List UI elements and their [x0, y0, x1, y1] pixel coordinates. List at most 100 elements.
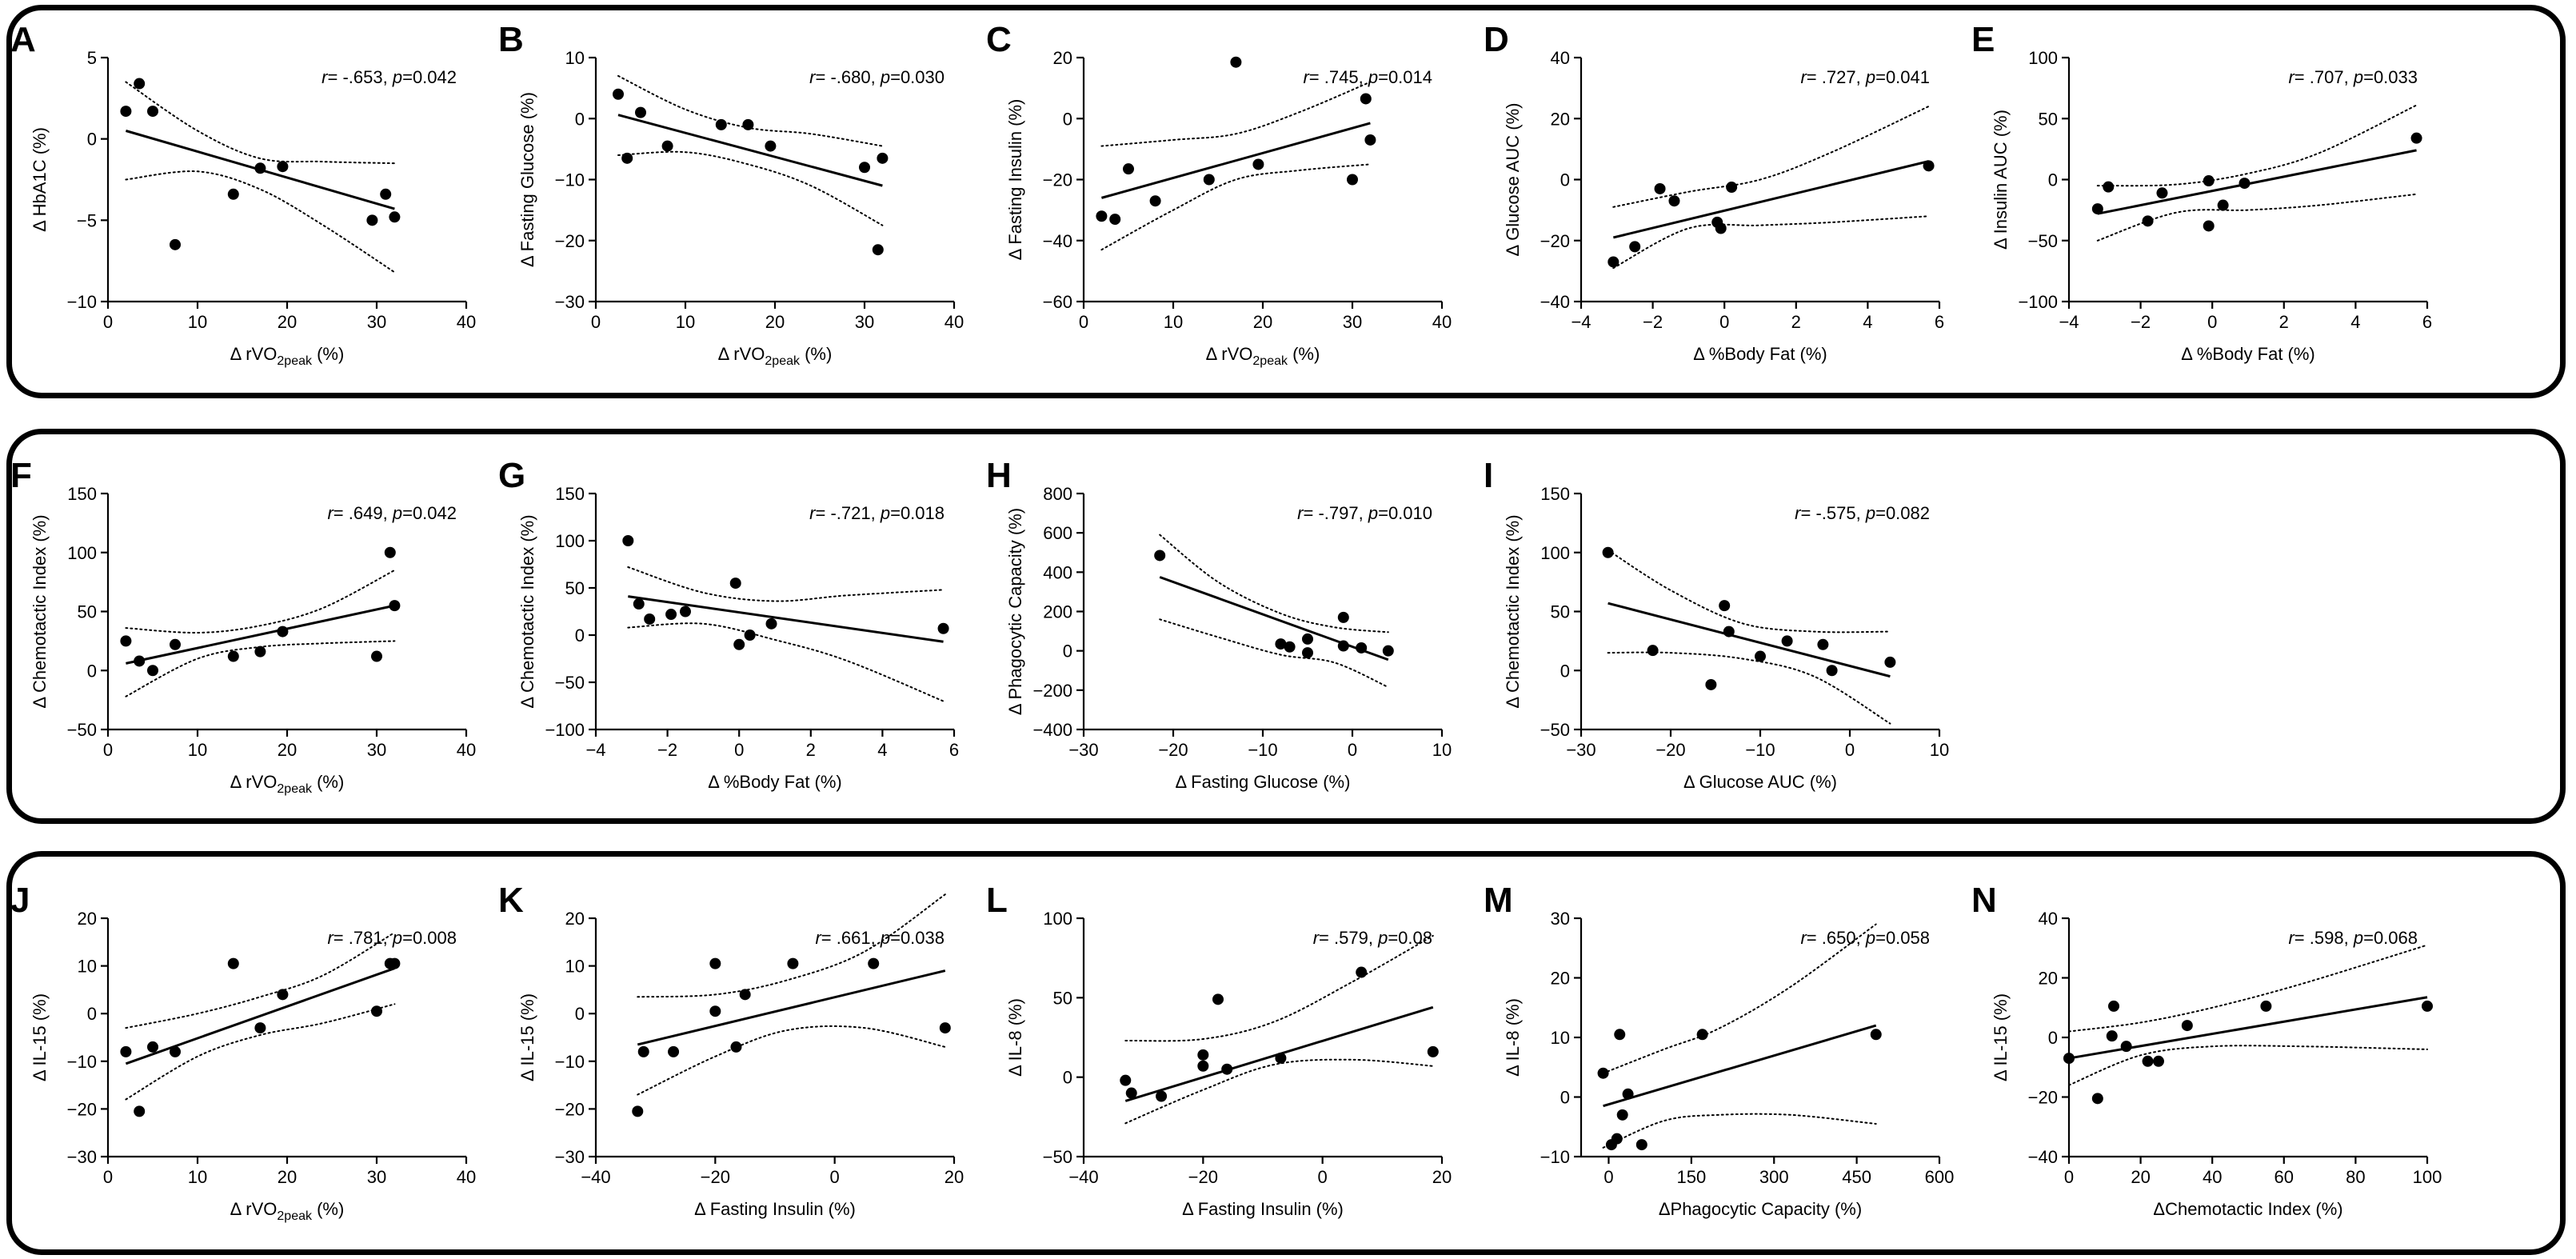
y-tick-label: −10: [555, 170, 585, 190]
ci-lower-curve: [125, 1003, 396, 1101]
x-tick-label: 80: [2346, 1167, 2365, 1187]
x-axis-label: Δ rVO2peak (%): [1206, 344, 1320, 368]
stats-annotation: r= .598, p=0.068: [2288, 928, 2418, 948]
data-point: [633, 598, 645, 610]
data-point: [1755, 650, 1766, 662]
stats-annotation: r= -.680, p=0.030: [809, 67, 945, 87]
x-axis-label-main: Δ rVO: [1206, 344, 1253, 364]
r-equals: =: [1800, 503, 1815, 523]
r-value: .745: [1324, 67, 1359, 87]
r-value: .650: [1822, 928, 1856, 948]
r-equals: =: [821, 928, 837, 948]
data-point: [254, 162, 266, 174]
x-tick-label: 0: [1719, 312, 1729, 332]
stats-annotation: r= .649, p=0.042: [327, 503, 457, 523]
data-point: [2153, 1055, 2164, 1067]
data-point: [742, 118, 754, 130]
y-axis-label: Δ Fasting Insulin (%): [1005, 99, 1025, 261]
x-tick-label: 0: [103, 1167, 113, 1187]
x-axis-label-main: Δ %Body Fat (%): [2181, 344, 2315, 364]
r-value: .649: [349, 503, 383, 523]
data-point: [1602, 546, 1614, 558]
ci-lower-curve: [617, 150, 884, 226]
data-point: [254, 645, 266, 657]
data-point: [134, 655, 146, 667]
x-tick-label: 40: [457, 1167, 476, 1187]
data-point: [1611, 1133, 1623, 1145]
p-equals: =: [1875, 928, 1886, 948]
row-panel-3: [6, 851, 2566, 1255]
data-point: [120, 106, 132, 118]
data-point: [1154, 550, 1166, 562]
r-equals: =: [1309, 67, 1324, 87]
chart-panel-f: F 0 10 20 30 40 −50 0 50 100 150 Δ rVO2peak (%) Δ Ch…: [10, 456, 476, 796]
y-tick-label: −10: [67, 292, 97, 312]
data-point: [739, 989, 751, 1001]
p-value: 0.058: [1886, 928, 1930, 948]
data-point: [254, 1022, 266, 1034]
x-tick-label: 0: [591, 312, 601, 332]
x-tick-label: 0: [1079, 312, 1088, 332]
ci-upper-curve: [1100, 81, 1372, 147]
y-tick-label: −30: [555, 1147, 585, 1167]
data-point: [1275, 638, 1287, 650]
ci-upper-curve: [1159, 534, 1389, 633]
data-point: [227, 957, 239, 969]
r-symbol: r: [1795, 503, 1802, 523]
p-value: 0.018: [901, 503, 945, 523]
p-symbol: p: [1377, 928, 1388, 948]
data-point: [1123, 163, 1134, 175]
r-symbol: r: [1297, 503, 1304, 523]
stats-annotation: r= -.575, p=0.082: [1795, 503, 1930, 523]
x-tick-label: −4: [1571, 312, 1591, 332]
r-value: -.575: [1815, 503, 1855, 523]
data-point: [1870, 1029, 1882, 1041]
data-point: [147, 665, 158, 677]
x-tick-label: 0: [830, 1167, 840, 1187]
data-point: [2203, 175, 2215, 187]
data-point: [937, 622, 949, 634]
data-point: [1719, 600, 1731, 612]
data-point: [389, 957, 401, 969]
r-value: .781: [349, 928, 383, 948]
chart-panel-i: I −30 −20 −10 0 10 −50 0 50 100 150 Δ Glucose AUC (…: [1484, 456, 1949, 792]
y-tick-label: 150: [67, 484, 97, 504]
stats-separator: ,: [1856, 503, 1866, 523]
panel-letter: A: [10, 20, 36, 59]
x-tick-label: −10: [1745, 740, 1775, 760]
data-point: [665, 609, 677, 621]
data-point: [1616, 1109, 1628, 1121]
stats-annotation: r= .781, p=0.008: [327, 928, 457, 948]
x-tick-label: 20: [278, 312, 297, 332]
y-tick-label: 0: [575, 109, 585, 129]
x-axis-label-subscript: 2peak: [1252, 354, 1288, 368]
x-axis-label-main: Δ rVO: [230, 344, 278, 364]
x-tick-label: 450: [1842, 1167, 1871, 1187]
data-point: [170, 238, 181, 250]
p-equals: =: [1388, 928, 1398, 948]
p-symbol: p: [392, 67, 402, 87]
chart-panel-b: B 0 10 20 30 40 −30 −20 −10 0 10 Δ rVO2peak (%) Δ Fa…: [498, 20, 964, 368]
data-point: [1096, 210, 1108, 222]
p-equals: =: [890, 67, 901, 87]
data-point: [1221, 1063, 1233, 1075]
x-tick-label: 10: [1164, 312, 1183, 332]
r-equals: =: [1303, 503, 1318, 523]
x-axis-label-subscript: 2peak: [765, 354, 801, 368]
p-value: 0.08: [1398, 928, 1432, 948]
panel-letter: M: [1484, 881, 1513, 920]
panel-letter: G: [498, 456, 525, 495]
row-panel-2: [6, 429, 2566, 824]
ci-lower-curve: [2096, 193, 2418, 242]
stats-separator: ,: [1368, 928, 1378, 948]
stats-annotation: r= .745, p=0.014: [1303, 67, 1432, 87]
x-axis-label: Δ rVO2peak (%): [230, 1199, 345, 1223]
ci-lower-curve: [1602, 1113, 1877, 1149]
x-axis-label-main: Δ Fasting Insulin (%): [694, 1199, 856, 1219]
x-axis-label-main: Δ Fasting Insulin (%): [1182, 1199, 1344, 1219]
x-tick-label: 2: [2279, 312, 2289, 332]
x-axis-label-main: Δ %Body Fat (%): [708, 772, 842, 792]
x-tick-label: 0: [1318, 1167, 1328, 1187]
ci-upper-curve: [125, 569, 396, 634]
